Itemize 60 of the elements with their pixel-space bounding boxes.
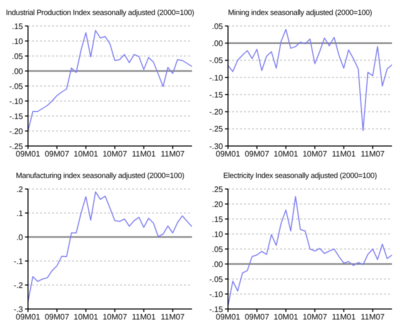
- x-tick-label: 09M07: [244, 150, 270, 159]
- line-series: [28, 30, 192, 132]
- x-tick-label: 11M01: [332, 150, 356, 159]
- y-tick-label: -.15: [209, 90, 224, 100]
- y-tick-label: .15: [212, 214, 224, 224]
- x-tick-label: 09M07: [44, 312, 70, 322]
- y-tick-label: .00: [212, 259, 224, 268]
- x-tick-label: 11M07: [160, 312, 186, 322]
- x-tick-label: 09M01: [216, 150, 241, 159]
- x-tick-label: 10M01: [74, 312, 99, 322]
- y-tick-label: .0: [16, 232, 24, 242]
- x-tick-label: 11M01: [132, 150, 156, 159]
- y-tick-label: -.05: [209, 274, 224, 284]
- y-tick-label: -.20: [209, 108, 224, 117]
- y-tick-label: .05: [212, 244, 224, 254]
- y-tick-label: .10: [212, 229, 224, 238]
- y-tick-label: .25: [212, 184, 224, 194]
- y-tick-label: -.1: [14, 256, 24, 266]
- x-tick-label: 10M01: [274, 150, 299, 159]
- line-series: [228, 28, 392, 132]
- x-tick-label: 09M01: [16, 150, 41, 159]
- y-tick-label: .20: [212, 199, 224, 208]
- x-tick-label: 11M01: [332, 312, 356, 322]
- y-tick-label: -.25: [9, 142, 24, 151]
- y-tick-label: .05: [212, 22, 224, 31]
- y-tick-label: .05: [12, 52, 24, 61]
- y-tick-label: -.10: [209, 73, 224, 82]
- y-tick-label: -.25: [209, 124, 224, 134]
- x-tick-label: 10M01: [74, 150, 99, 159]
- y-tick-label: -.2: [14, 280, 24, 290]
- y-tick-label: -.05: [9, 82, 24, 91]
- y-tick-label: .2: [16, 184, 24, 194]
- y-tick-label: -.15: [9, 112, 24, 121]
- line-series: [228, 196, 392, 306]
- x-tick-label: 09M07: [244, 312, 270, 322]
- x-tick-label: 11M01: [132, 312, 156, 322]
- x-tick-label: 10M07: [102, 150, 128, 159]
- line-series: [28, 190, 192, 302]
- x-tick-label: 11M07: [360, 150, 386, 159]
- x-tick-label: 11M07: [160, 150, 186, 159]
- y-tick-label: -.10: [9, 96, 24, 106]
- x-tick-label: 11M07: [360, 312, 386, 322]
- x-tick-label: 10M07: [302, 312, 328, 322]
- y-tick-label: .10: [12, 36, 24, 46]
- y-tick-label: -.05: [209, 56, 224, 66]
- x-tick-label: 09M01: [216, 312, 241, 322]
- y-tick-label: -.3: [14, 304, 24, 314]
- y-tick-label: -.20: [9, 126, 24, 136]
- y-tick-label: .00: [12, 66, 24, 76]
- y-tick-label: -.30: [209, 142, 224, 151]
- x-tick-label: 10M07: [302, 150, 328, 159]
- x-tick-label: 09M01: [16, 312, 41, 322]
- y-tick-label: .1: [16, 208, 24, 218]
- y-tick-label: -.10: [209, 289, 224, 298]
- y-tick-label: .15: [12, 22, 24, 31]
- x-tick-label: 09M07: [44, 150, 70, 159]
- y-tick-label: -.15: [209, 304, 224, 314]
- x-tick-label: 10M01: [274, 312, 299, 322]
- x-tick-label: 10M07: [102, 312, 128, 322]
- y-tick-label: .00: [212, 38, 224, 48]
